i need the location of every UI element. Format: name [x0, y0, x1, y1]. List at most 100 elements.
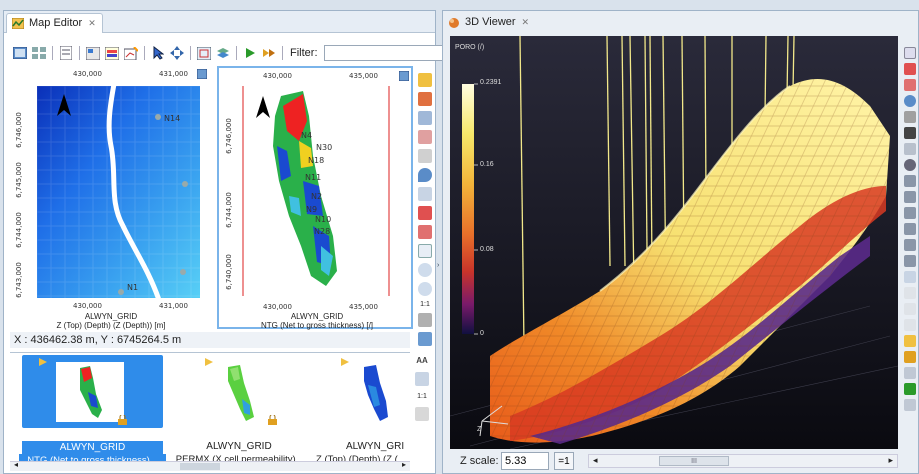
chart-edit-icon[interactable]: [123, 45, 139, 61]
x-tick-label: 430,000: [263, 303, 292, 311]
left-map-property: Z (Top) (Depth) (Z (Depth)) [m]: [56, 321, 166, 330]
grid-layout-icon[interactable]: [31, 45, 47, 61]
map-settings-icon[interactable]: [197, 69, 207, 79]
pick-tool-icon[interactable]: [904, 79, 916, 91]
points-tool-icon[interactable]: [418, 149, 432, 163]
select-tool-icon[interactable]: [904, 63, 916, 75]
lock-icon: [268, 415, 277, 425]
zscale-slider[interactable]: ◂ III ▸: [588, 454, 898, 468]
zscale-reset-button[interactable]: =1: [554, 452, 574, 470]
measure-tool-icon[interactable]: [418, 130, 432, 144]
ruler-tool-icon[interactable]: [904, 111, 916, 123]
sort-icon[interactable]: [415, 372, 429, 386]
depth-map-canvas[interactable]: [37, 86, 200, 298]
thumb-scale-label[interactable]: 1:1: [417, 393, 427, 400]
filter-input[interactable]: [323, 45, 474, 61]
y-tick-label: 6,744,000: [224, 192, 233, 228]
zoom-extent-icon[interactable]: [196, 45, 212, 61]
pin-tool-icon[interactable]: [418, 168, 432, 182]
y-tick-label: 6,744,000: [14, 212, 23, 248]
zscale-input[interactable]: [501, 452, 549, 470]
doc-tool-icon[interactable]: [904, 287, 916, 299]
slider-right-icon[interactable]: ▸: [888, 455, 893, 465]
cube-top-icon[interactable]: [904, 191, 916, 203]
pan-icon[interactable]: [169, 45, 185, 61]
zoom-in-icon[interactable]: [418, 263, 432, 277]
viewer-tools-column: [903, 47, 917, 411]
map-editor-tab[interactable]: Map Editor ✕: [6, 13, 103, 33]
colorbar-tick-label: 0.08: [480, 246, 494, 253]
well-label: N1: [127, 283, 139, 292]
cube-view-icon[interactable]: [904, 175, 916, 187]
well-label: N18: [308, 156, 325, 165]
thumbnail-hscrollbar[interactable]: ◂ ▸: [10, 460, 410, 471]
thumbnail-item[interactable]: [320, 355, 408, 428]
viewer-3d-close-icon[interactable]: ✕: [521, 17, 530, 27]
view-tool-icon[interactable]: [904, 47, 916, 59]
color-tool-icon[interactable]: [904, 335, 916, 347]
cube-iso-icon[interactable]: [904, 255, 916, 267]
map-settings-icon[interactable]: [399, 71, 409, 81]
thumbnail-item[interactable]: [22, 355, 163, 428]
scale-label[interactable]: 1:1: [420, 301, 430, 308]
thumb-property: PERMX (X cell permeability) ...: [175, 454, 307, 465]
thumb-tools-icon[interactable]: [415, 407, 429, 421]
ruler-tool-icon[interactable]: [418, 313, 432, 327]
pointer-tool-icon[interactable]: [418, 73, 432, 87]
toolbar-separator: [236, 46, 237, 60]
star-tool-icon[interactable]: [904, 143, 916, 155]
record-tool-icon[interactable]: [904, 399, 916, 411]
camera-tool-icon[interactable]: [904, 127, 916, 139]
scroll-right-icon[interactable]: ▸: [401, 460, 406, 469]
viewer-3d-tab[interactable]: 3D Viewer ✕: [443, 13, 536, 33]
light-tool-icon[interactable]: [904, 303, 916, 315]
arrow-tool-icon[interactable]: [418, 187, 432, 201]
cube-back-icon[interactable]: [904, 239, 916, 251]
slider-left-icon[interactable]: ◂: [593, 455, 598, 465]
link-tool-icon[interactable]: [904, 367, 916, 379]
right-map-frame[interactable]: 430,000 435,000 N4 N30 N18 N11 N2 N9 N10…: [217, 66, 413, 330]
font-size-icon[interactable]: AA: [416, 356, 428, 365]
page-layout-icon[interactable]: [58, 45, 74, 61]
snapshot-tool-icon[interactable]: [904, 271, 916, 283]
select-icon[interactable]: [150, 45, 166, 61]
x-tick-label: 431,000: [159, 70, 188, 78]
scroll-left-icon[interactable]: ◂: [14, 460, 19, 469]
map-editor-icon: [12, 18, 24, 29]
left-map-frame[interactable]: 430,000 431,000: [11, 66, 211, 330]
slider-thumb[interactable]: III: [659, 456, 729, 466]
export-tool-icon[interactable]: [418, 332, 432, 346]
toolbar-separator: [52, 46, 53, 60]
rotate-tool-icon[interactable]: [904, 159, 916, 171]
hand-tool-icon[interactable]: [418, 244, 432, 258]
colortable-icon[interactable]: [104, 45, 120, 61]
map-properties-icon[interactable]: [85, 45, 101, 61]
thumbnail-item[interactable]: [180, 355, 300, 428]
select-box-tool-icon[interactable]: [418, 225, 432, 239]
edit-tool-icon[interactable]: [418, 111, 432, 125]
ntg-map-canvas[interactable]: [241, 86, 391, 296]
select-red-tool-icon[interactable]: [418, 206, 432, 220]
layers-icon[interactable]: [215, 45, 231, 61]
collapse-arrow-icon[interactable]: ›: [437, 262, 440, 269]
step-icon[interactable]: [261, 45, 277, 61]
lock-icon: [118, 415, 127, 425]
play-icon[interactable]: [242, 45, 258, 61]
cube-front-icon[interactable]: [904, 207, 916, 219]
layout-tool-icon[interactable]: [904, 351, 916, 363]
map-view-icon[interactable]: [12, 45, 28, 61]
play-tool-icon[interactable]: [904, 383, 916, 395]
thumb-play-icon[interactable]: [38, 357, 48, 367]
map-editor-close-icon[interactable]: ✕: [88, 18, 96, 28]
cube-side-icon[interactable]: [904, 223, 916, 235]
well-label: N4: [301, 131, 313, 140]
left-map-grid-name: ALWYN_GRID: [84, 312, 138, 321]
scroll-thumb[interactable]: [180, 463, 220, 470]
filter-tool-icon[interactable]: [904, 319, 916, 331]
thumb-play-icon[interactable]: [340, 357, 350, 367]
thumb-play-icon[interactable]: [204, 357, 214, 367]
zoom-out-icon[interactable]: [418, 282, 432, 296]
draw-tool-icon[interactable]: [418, 92, 432, 106]
pin-tool-icon[interactable]: [904, 95, 916, 107]
viewer-3d-canvas[interactable]: [450, 36, 898, 449]
